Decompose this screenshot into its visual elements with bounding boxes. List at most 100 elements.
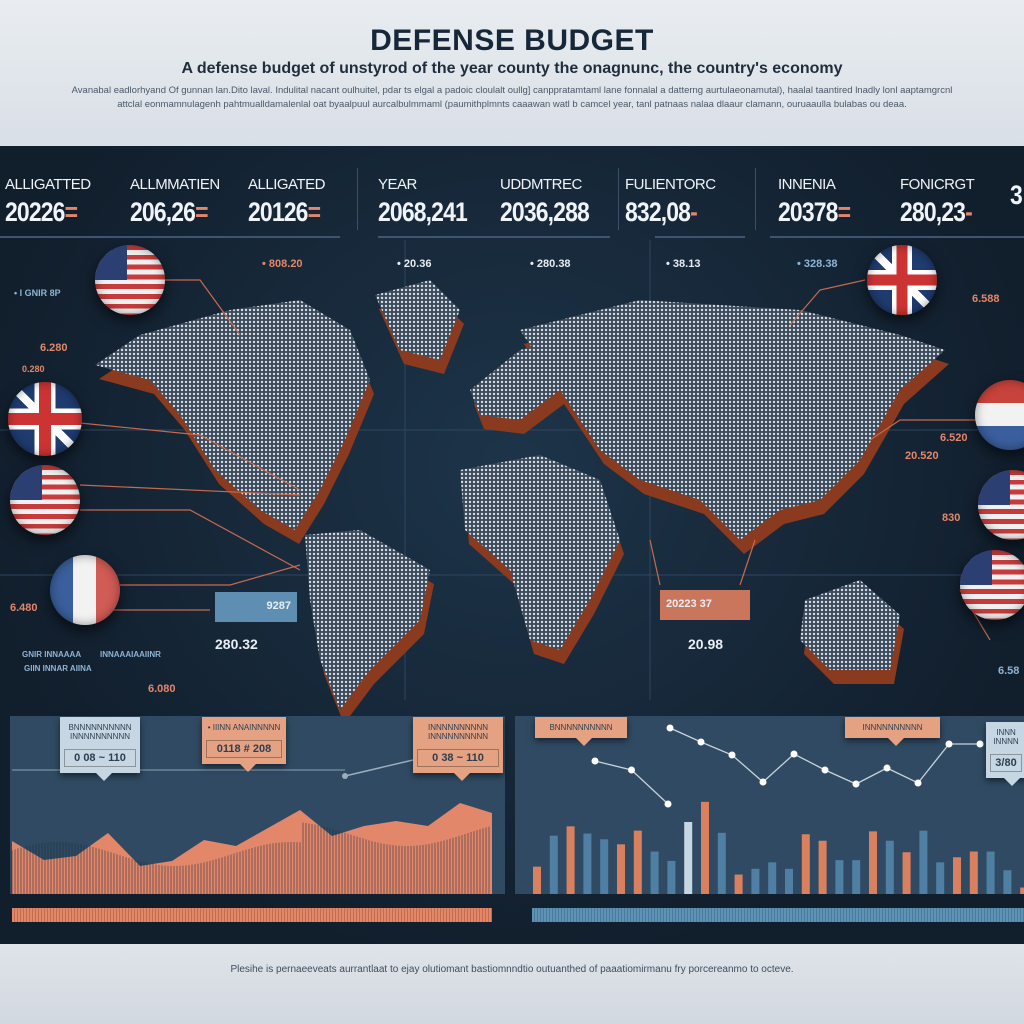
divider [0,236,340,238]
world-map [0,240,1024,720]
bar [768,862,777,894]
stat-item: ALLMMATIEN 206,26= [130,176,221,228]
stat-item: UDDMTREC 2036,288 [500,176,605,228]
stat-label: UDDMTREC [500,176,582,193]
line-point [666,724,674,732]
bar [1003,870,1012,894]
map-value-label: 20.520 [905,450,939,462]
bar [902,852,911,894]
stat-mark: = [837,197,851,227]
map-value-label: • 20.36 [397,258,432,270]
chart-callout: INNN INNNN 3/80 [986,722,1024,786]
stat-value-wrap: 2068,241 [378,197,468,228]
callout-text: INNN INNNN [993,728,1019,746]
bar [1020,887,1024,894]
stat-value-wrap: 2036,288 [500,197,590,228]
map-value-label: • 808.20 [262,258,303,270]
us-flag-icon [95,245,165,315]
divider [357,168,358,230]
continents [95,280,945,710]
bar [835,860,844,894]
stat-value: 832,08 [625,197,691,227]
legend-text: GIIN INNAR AIINA [24,664,92,673]
stat-value: 2068,241 [378,197,468,227]
page-title: DEFENSE BUDGET [370,24,654,57]
map-value-label: 0.280 [22,364,45,374]
callout-text: INNNNNNNNNN [862,723,923,732]
netherlands-flag-icon [975,380,1024,450]
bar [600,839,609,894]
stat-value: 2036,288 [500,197,590,227]
legend-text: GNIR INNAAAA [22,650,82,659]
bar [751,868,760,894]
stat-value-wrap: 3 [1010,180,1023,211]
divider [770,236,1024,238]
map-value-label: • 38.13 [666,258,701,270]
bar [801,834,810,894]
stat-value-wrap: 832,08- [625,197,702,228]
map-value-label: 830 [942,512,961,524]
bar [953,857,961,894]
stat-item: ALLIGATTED 20226= [5,176,91,228]
map-value-label: 6.280 [40,342,68,354]
chart-callout: • IIINN ANAINNNNN 0118 # 208 [202,717,286,772]
intro-paragraph: Avanabal eadlorhyand Of gunnan lan.Dito … [71,85,953,110]
footer: Plesihe is pernaeeveats aurrantlaat to e… [0,944,1024,1024]
callout-text: BNNNNNNNNNN [549,723,613,732]
uk-flag-icon [8,382,82,456]
reference-point [342,773,348,779]
reference-line [344,759,414,777]
chart-callout: BNNNNNNNNNN [535,717,627,746]
footer-text: Plesihe is pernaeeveats aurrantlaat to e… [230,964,794,975]
stat-mark: = [195,197,208,227]
bar [566,826,575,894]
map-value-label: • 328.38 [797,258,838,270]
bar [549,835,558,894]
line-point [628,766,635,774]
line-point [883,764,891,772]
stat-value: 206,26 [130,197,196,227]
bar [785,868,793,894]
line-point [914,779,922,787]
flag-canton [960,550,992,585]
chart-callout: INNNNNNNNNN [845,717,940,746]
callout-value: 0 08 ~ 110 [64,749,136,767]
stat-value-wrap: 20378= [778,197,851,228]
line-point [852,780,860,788]
stat-mark: = [307,197,321,227]
line-point [759,778,767,786]
map-value-label: 6.480 [10,602,38,614]
map-box: 20223 37 [660,590,750,620]
callout-value: 0118 # 208 [206,740,282,758]
stat-value: 20126 [248,197,308,227]
stat-value: 280,23 [900,197,966,227]
divider [618,168,619,230]
stat-value-wrap: 206,26= [130,197,209,228]
stat-item: YEAR 2068,241 [378,176,483,228]
progress-strip-blue [532,908,1024,922]
stat-label: YEAR [378,176,417,193]
progress-strip-orange [12,908,492,922]
bar [684,822,693,894]
uk-flag-icon [867,245,937,315]
bar [734,874,743,894]
divider [755,168,756,230]
stat-label: FULIENTORC [625,176,716,193]
us-flag-icon [10,465,80,535]
chart-callout: INNNNNNNNNN INNNNNNNNNN 0 38 ~ 110 [413,717,503,781]
map-value-label: 6.520 [940,432,968,444]
line-point [697,738,705,746]
map-value-label: 6.58 [998,665,1020,677]
bar [852,860,861,894]
stat-item: 3 [1010,176,1024,211]
callout-value: 3/80 [990,754,1022,772]
bar [919,830,928,894]
map-value-label: 6.588 [972,293,1000,305]
us-flag-icon [960,550,1024,620]
map-value-label: 6.080 [148,683,176,695]
stat-label: FONICRGT [900,176,975,193]
stat-item: ALLIGATED 20126= [248,176,333,228]
chart-callout: BNNNNNNNNNN INNNNNNNNNN 0 08 ~ 110 [60,717,140,781]
line-point [945,740,953,748]
stat-value-wrap: 280,23- [900,197,973,228]
